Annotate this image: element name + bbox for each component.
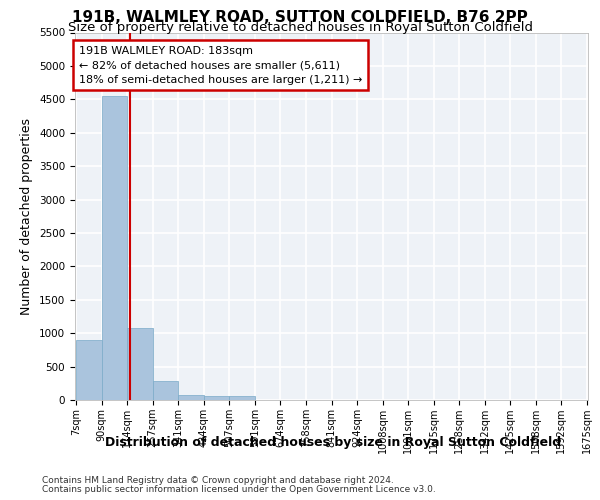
Y-axis label: Number of detached properties: Number of detached properties bbox=[20, 118, 34, 315]
Bar bbox=[101, 96, 127, 400]
Bar bbox=[178, 394, 204, 400]
Bar bbox=[204, 396, 229, 400]
Bar bbox=[76, 340, 101, 400]
Bar bbox=[153, 380, 178, 400]
Text: Contains public sector information licensed under the Open Government Licence v3: Contains public sector information licen… bbox=[42, 484, 436, 494]
Text: Contains HM Land Registry data © Crown copyright and database right 2024.: Contains HM Land Registry data © Crown c… bbox=[42, 476, 394, 485]
Text: Size of property relative to detached houses in Royal Sutton Coldfield: Size of property relative to detached ho… bbox=[67, 21, 533, 34]
Bar bbox=[229, 396, 254, 400]
Text: 191B WALMLEY ROAD: 183sqm
← 82% of detached houses are smaller (5,611)
18% of se: 191B WALMLEY ROAD: 183sqm ← 82% of detac… bbox=[79, 46, 362, 84]
Text: 191B, WALMLEY ROAD, SUTTON COLDFIELD, B76 2PP: 191B, WALMLEY ROAD, SUTTON COLDFIELD, B7… bbox=[72, 10, 528, 25]
Bar bbox=[127, 328, 153, 400]
Text: Distribution of detached houses by size in Royal Sutton Coldfield: Distribution of detached houses by size … bbox=[105, 436, 561, 449]
